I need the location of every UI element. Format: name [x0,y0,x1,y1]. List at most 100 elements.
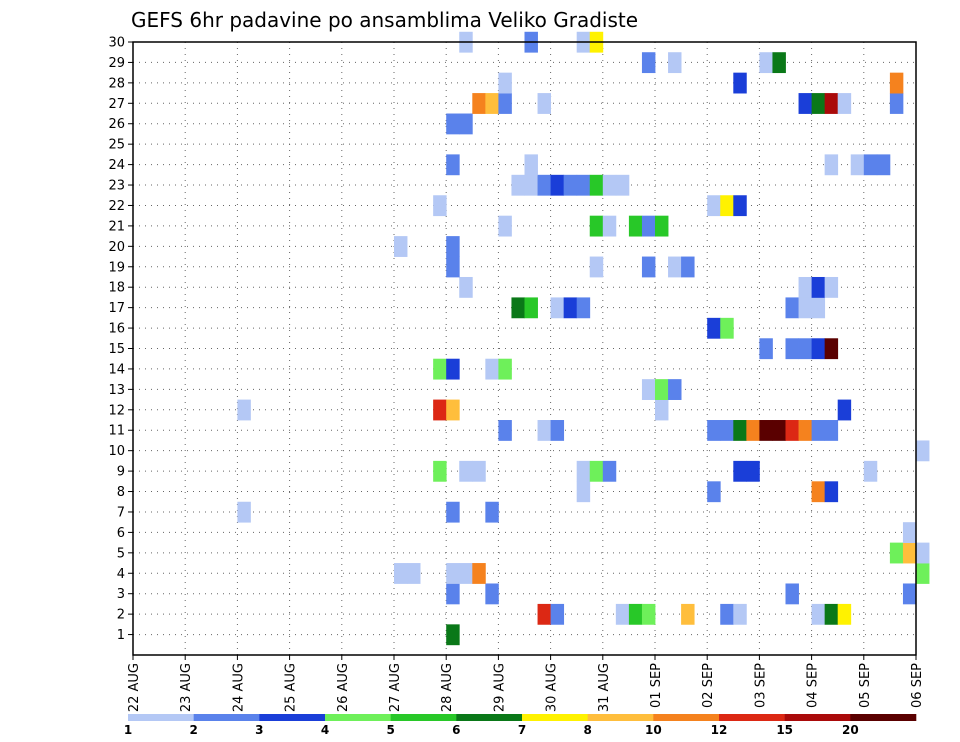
heatmap-cell [563,297,578,319]
heatmap-cell [850,154,865,176]
heatmap-cell [446,113,460,135]
heatmap-cell [863,154,878,176]
legend-label: 12 [711,723,728,737]
heatmap-cell [485,501,499,523]
heatmap-cell [485,358,499,380]
heatmap-cell [824,420,839,441]
legend-label: 10 [645,723,662,737]
heatmap-cell [733,460,747,482]
legend-label: 1 [124,723,132,737]
x-tick-label: 03 SEP [753,663,768,708]
heatmap-cell [668,256,682,278]
heatmap-cell [589,215,604,237]
heatmap-cell [811,420,826,441]
heatmap-cell [811,297,826,319]
heatmap-cell [589,256,604,278]
x-axis-ticks: 22 AUG 23 AUG 24 AUG 25 AUG 26 AUG 27 AUG 28 A… [127,655,925,712]
x-tick-label: 31 AUG [597,663,612,712]
heatmap-cell [733,72,747,94]
heatmap-cell [811,481,826,503]
heatmap-cell [707,420,721,441]
heatmap-cell [902,522,917,544]
heatmap-cell [798,420,812,441]
legend-swatch [719,714,785,721]
heatmap-cell [602,215,617,237]
heatmap-cell [472,93,486,114]
heatmap-cell [837,93,852,114]
legend-swatch [784,714,851,721]
heatmap-cell [641,215,656,237]
heatmap-cell [537,603,551,625]
legend-swatch [259,714,326,721]
heatmap-cell [433,399,447,421]
color-legend: 1 2 3 4 5 6 7 8 10 12 15 20 [124,714,917,737]
heatmap-cell [498,93,512,114]
heatmap-cell [837,603,852,625]
heatmap-cell [550,174,565,196]
heatmap-cell [537,420,551,441]
y-tick-label: 2 [117,608,125,623]
legend-label: 8 [583,723,591,737]
heatmap-cell [916,542,930,564]
heatmap-cell [889,72,904,94]
heatmap-cell [668,52,682,74]
heatmap-cell [589,460,604,482]
heatmap-cell [876,154,891,176]
heatmap-cell [459,460,473,482]
y-tick-label: 14 [108,362,125,377]
y-tick-label: 1 [117,628,125,643]
x-tick-label: 24 AUG [231,663,246,712]
heatmap-cell [576,174,591,196]
heatmap-cell [733,195,747,217]
heatmap-cell [759,338,773,360]
legend-label: 5 [386,723,394,737]
heatmap-cell [902,583,917,605]
heatmap-cell [785,297,799,319]
heatmap-cell [889,93,904,114]
x-tick-label: 02 SEP [701,663,716,708]
y-tick-label: 12 [108,403,125,418]
legend-label: 4 [321,723,329,737]
heatmap-cell [589,174,604,196]
legend-label: 2 [189,723,197,737]
x-tick-label: 29 AUG [492,663,507,712]
y-tick-label: 9 [117,465,125,480]
heatmap-cell [916,563,930,584]
heatmap-cell [811,603,826,625]
heatmap-cell [824,338,839,360]
heatmap-cell [459,563,473,584]
heatmap-cell [733,603,747,625]
y-tick-label: 4 [117,567,125,582]
heatmap-cell [446,236,460,257]
heatmap-cell [720,603,734,625]
heatmap-cell [759,52,773,74]
heatmap-cell [655,379,669,400]
heatmap-cell [446,358,460,380]
heatmap-cell [394,563,408,584]
heatmap-cell [615,174,630,196]
heatmap-cell [576,297,591,319]
heatmap-cell [550,420,565,441]
heatmap-cell [459,276,473,298]
heatmap-cell [524,154,538,176]
heatmap-cell [537,93,551,114]
heatmap-cell [837,399,852,421]
heatmap-cell [798,338,812,360]
legend-swatch [456,714,523,721]
heatmap-cell [798,276,812,298]
x-tick-label: 01 SEP [649,663,664,708]
heatmap-cell [498,420,512,441]
heatmap-cell [472,460,486,482]
y-tick-label: 3 [117,587,125,602]
heatmap-cell [524,297,538,319]
x-tick-label: 30 AUG [545,663,560,712]
x-tick-label: 23 AUG [179,663,194,712]
heatmap-cell [902,542,917,564]
y-tick-label: 29 [108,56,125,71]
y-tick-label: 26 [108,117,125,132]
heatmap-cell [433,358,447,380]
heatmap-cell [576,481,591,503]
heatmap-cell [641,52,656,74]
heatmap-cell [733,420,747,441]
